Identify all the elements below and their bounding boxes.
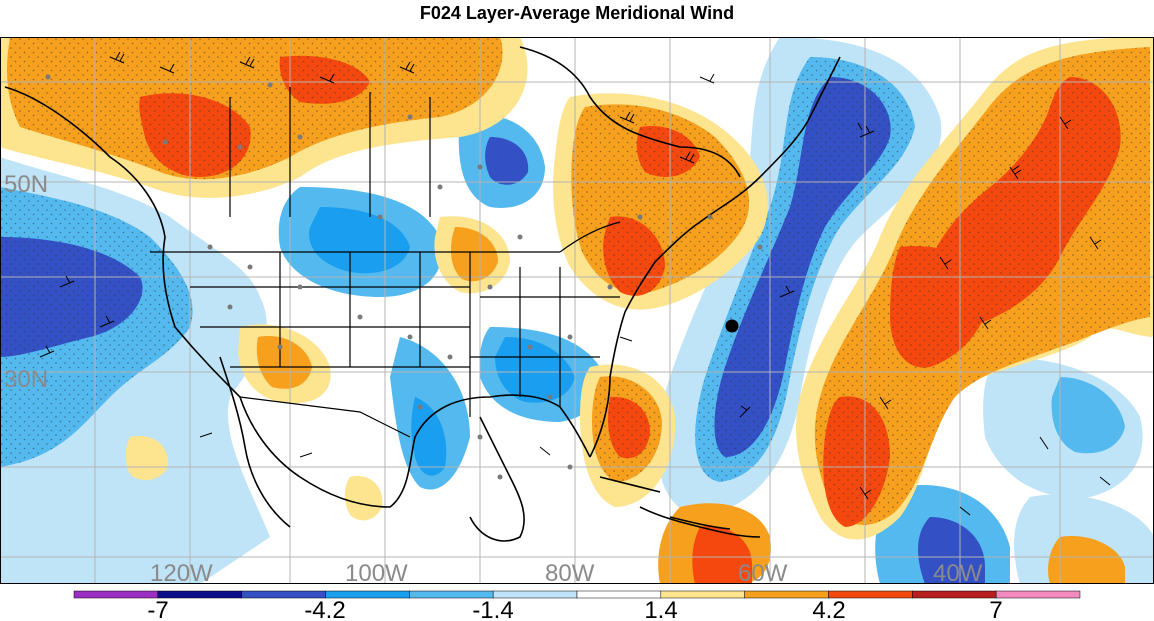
colorbar-bins bbox=[73, 590, 1081, 599]
colorbar-bin bbox=[995, 590, 1081, 599]
lon-label-120w: 120W bbox=[150, 560, 213, 584]
colorbar-bin bbox=[157, 590, 242, 599]
colorbar-label: -1.4 bbox=[472, 597, 513, 621]
lat-label-50n: 50N bbox=[4, 171, 48, 198]
lon-label-100w: 100W bbox=[345, 560, 408, 584]
political-borders bbox=[150, 87, 621, 438]
highlighted-station-marker bbox=[725, 319, 739, 333]
colorbar: -7 -4.2 -1.4 1.4 4.2 7 bbox=[73, 590, 1081, 621]
chart-title: F024 Layer-Average Meridional Wind bbox=[419, 3, 735, 23]
lon-label-40w: 40W bbox=[933, 560, 983, 584]
colorbar-label: 1.4 bbox=[644, 597, 677, 621]
lon-label-80w: 80W bbox=[545, 560, 595, 584]
stipple-overlay bbox=[0, 37, 1150, 525]
colorbar-bin bbox=[912, 590, 997, 599]
graticule bbox=[0, 37, 1154, 584]
station-markers bbox=[45, 74, 763, 480]
colorbar-label: 7 bbox=[989, 597, 1002, 621]
wind-map: 50N 30N 120W 100W 80W 60W 40W bbox=[0, 37, 1154, 584]
coastlines bbox=[4, 46, 841, 542]
colorbar-label: -4.2 bbox=[304, 597, 345, 621]
lon-label-60w: 60W bbox=[738, 560, 788, 584]
colorbar-label: -7 bbox=[147, 597, 168, 621]
lat-label-30n: 30N bbox=[4, 366, 48, 393]
colorbar-bin bbox=[73, 590, 159, 599]
wind-barbs bbox=[39, 51, 1111, 516]
colorbar-label: 4.2 bbox=[812, 597, 845, 621]
